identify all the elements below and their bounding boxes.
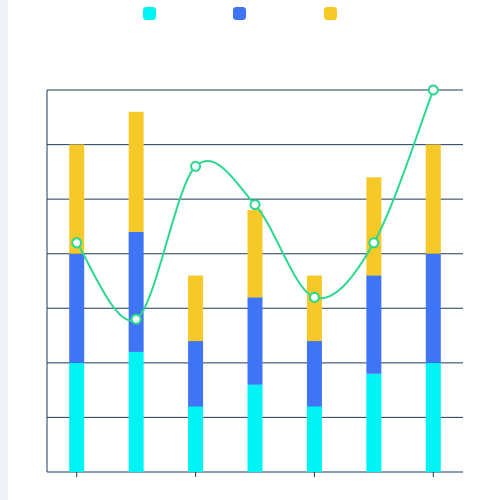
- bar-segment-series-1: [128, 351, 144, 472]
- bar-segment-series-2: [306, 341, 322, 407]
- bar-segment-series-3: [247, 210, 263, 298]
- bar-segment-series-3: [128, 111, 144, 232]
- left-edge-strip: [0, 0, 8, 500]
- bar-segment-series-1: [188, 406, 204, 472]
- bar-segment-series-3: [366, 177, 382, 276]
- bar-segment-series-2: [188, 341, 204, 407]
- bar-segment-series-1: [425, 362, 441, 472]
- bar-segment-series-1: [247, 384, 263, 472]
- bar-segment-series-1: [306, 406, 322, 472]
- bar-segment-series-2: [425, 253, 441, 363]
- line-point: [190, 160, 202, 172]
- bar-segment-series-1: [69, 362, 85, 472]
- bar-segment-series-2: [366, 275, 382, 374]
- line-point: [368, 237, 380, 249]
- bar-segment-series-3: [306, 275, 322, 342]
- line-point: [249, 199, 261, 211]
- legend-swatch: [324, 6, 337, 20]
- legend-item-series-2[interactable]: [233, 6, 246, 20]
- line-point: [308, 291, 320, 303]
- bar-segment-series-1: [366, 373, 382, 472]
- bar-segment-series-3: [425, 144, 441, 254]
- bar-segment-series-2: [247, 297, 263, 385]
- chart-legend: [0, 6, 500, 20]
- legend-swatch: [143, 6, 156, 20]
- legend-item-series-1[interactable]: [143, 6, 156, 20]
- line-point: [427, 84, 439, 96]
- legend-swatch: [233, 6, 246, 20]
- bar-segment-series-3: [188, 275, 204, 342]
- legend-item-series-3[interactable]: [324, 6, 337, 20]
- bar-segment-series-2: [69, 253, 85, 363]
- bar-segment-series-3: [69, 144, 85, 254]
- bar-segment-series-2: [128, 231, 144, 352]
- line-point: [130, 313, 142, 325]
- line-point: [71, 237, 83, 249]
